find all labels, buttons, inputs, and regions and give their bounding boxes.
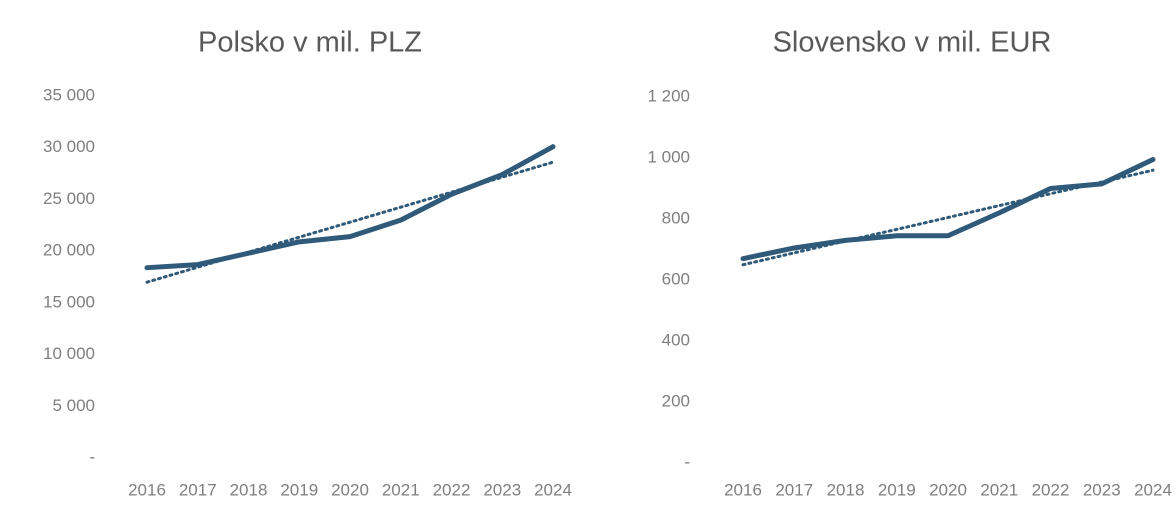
y-tick-label: 15 000 (43, 292, 95, 311)
trend-line (145, 160, 555, 284)
x-tick-label: 2023 (1083, 480, 1121, 499)
x-tick-label: 2019 (878, 480, 916, 499)
y-tick-label: 5 000 (52, 396, 95, 415)
x-tick-label: 2024 (1134, 480, 1172, 499)
x-tick-label: 2023 (483, 480, 521, 499)
x-tick-label: 2017 (775, 480, 813, 499)
chart-title: Slovensko v mil. EUR (773, 27, 1052, 59)
y-tick-label: 30 000 (43, 137, 95, 156)
data-line (740, 157, 1156, 262)
x-tick-label: 2024 (534, 480, 572, 499)
y-tick-label: 10 000 (43, 344, 95, 363)
x-tick-label: 2019 (280, 480, 318, 499)
y-tick-label: 25 000 (43, 189, 95, 208)
y-tick-label: 35 000 (43, 85, 95, 104)
x-tick-label: 2020 (331, 480, 369, 499)
x-tick-label: 2017 (179, 480, 217, 499)
y-tick-label: - (89, 447, 95, 466)
x-tick-label: 2020 (929, 480, 967, 499)
y-tick-label: 400 (662, 330, 690, 349)
y-tick-label: - (684, 452, 690, 471)
y-tick-label: 800 (662, 208, 690, 227)
y-tick-label: 200 (662, 391, 690, 410)
x-tick-label: 2021 (980, 480, 1018, 499)
x-tick-label: 2022 (1032, 480, 1070, 499)
chart-title: Polsko v mil. PLZ (198, 27, 422, 59)
x-tick-label: 2021 (382, 480, 420, 499)
x-tick-label: 2018 (827, 480, 865, 499)
y-tick-label: 1 200 (647, 86, 690, 105)
x-tick-label: 2016 (724, 480, 762, 499)
y-tick-label: 20 000 (43, 241, 95, 260)
y-tick-label: 600 (662, 269, 690, 288)
data-line (144, 144, 556, 271)
trend-line (741, 168, 1155, 267)
x-tick-label: 2022 (433, 480, 471, 499)
y-tick-label: 1 000 (647, 147, 690, 166)
x-tick-label: 2018 (230, 480, 268, 499)
x-tick-label: 2016 (128, 480, 166, 499)
